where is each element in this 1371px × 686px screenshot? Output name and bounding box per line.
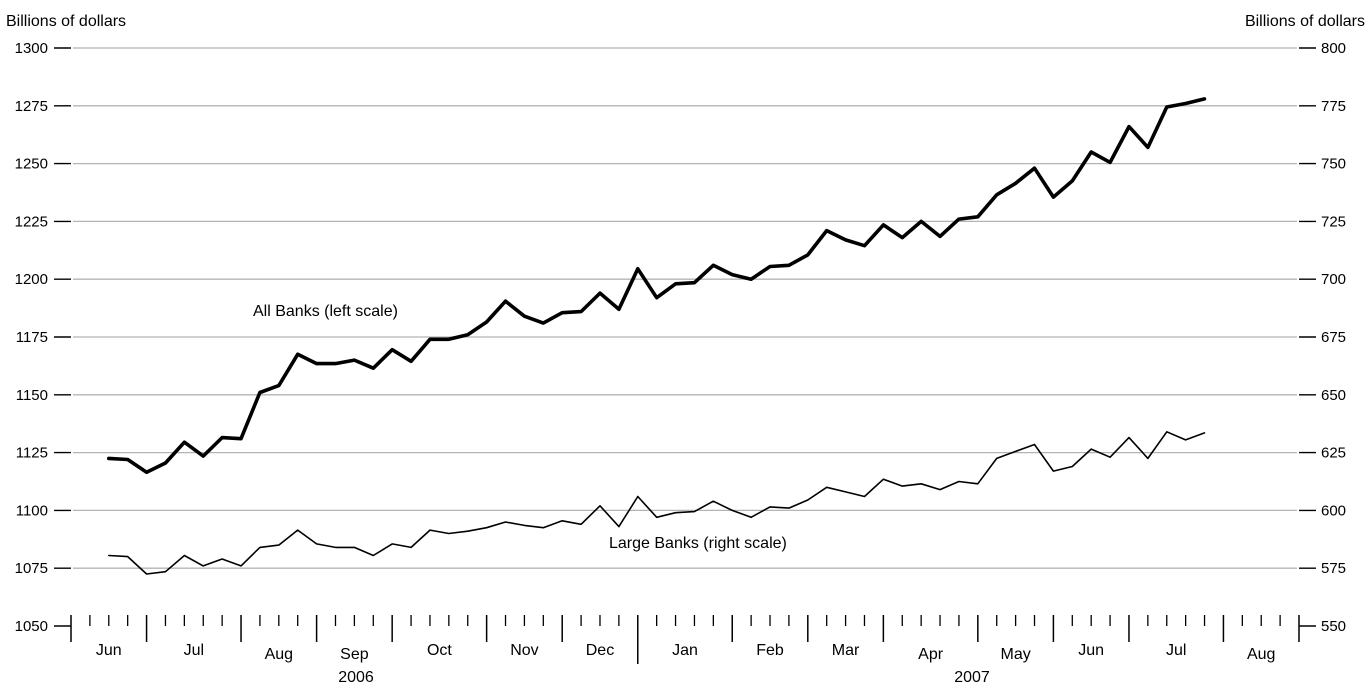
left-y-tick-label: 1150	[16, 387, 48, 404]
series-label-all-banks: All Banks (left scale)	[253, 303, 398, 320]
right-y-tick-label: 575	[1321, 560, 1346, 577]
left-y-tick-label: 1200	[15, 271, 48, 288]
x-month-label: Apr	[918, 646, 944, 663]
right-y-tick-label: 775	[1321, 98, 1346, 115]
right-y-tick-label: 675	[1321, 329, 1346, 346]
x-month-label: Jul	[1166, 642, 1186, 659]
right-y-tick-label: 750	[1321, 156, 1346, 173]
right-axis-title: Billions of dollars	[1245, 13, 1365, 30]
left-y-tick-label: 1075	[15, 560, 48, 577]
x-year-label: 2007	[954, 669, 990, 686]
series-label-large-banks: Large Banks (right scale)	[609, 535, 787, 552]
x-month-label: Jun	[1078, 642, 1104, 659]
series-line-all-banks	[107, 97, 1207, 475]
x-month-label: Feb	[756, 642, 784, 659]
left-y-tick-label: 1175	[16, 329, 48, 346]
x-month-label: Aug	[265, 646, 293, 663]
right-y-tick-label: 800	[1321, 40, 1346, 57]
left-axis-title: Billions of dollars	[6, 13, 126, 30]
right-y-tick-label: 650	[1321, 387, 1346, 404]
x-year-label: 2006	[338, 669, 374, 686]
x-month-label: Aug	[1247, 646, 1275, 663]
right-y-tick-label: 700	[1321, 271, 1346, 288]
right-y-tick-label: 725	[1321, 213, 1346, 230]
left-y-tick-label: 1050	[15, 618, 48, 635]
gridlines	[73, 47, 1297, 569]
series-lines	[107, 97, 1207, 575]
left-y-tick-label: 1300	[15, 40, 48, 57]
x-month-label: Mar	[832, 642, 860, 659]
axes: Billions of dollars Billions of dollars …	[6, 13, 1365, 686]
right-y-tick-label: 625	[1321, 445, 1346, 462]
x-month-label: Sep	[340, 646, 369, 663]
x-month-label: Jul	[184, 642, 204, 659]
x-month-label: Jun	[96, 642, 122, 659]
left-y-tick-label: 1250	[15, 156, 48, 173]
right-y-tick-label: 550	[1321, 618, 1346, 635]
series-labels: All Banks (left scale) Large Banks (righ…	[253, 303, 787, 552]
right-y-tick-label: 600	[1321, 502, 1346, 519]
left-y-tick-label: 1100	[16, 502, 48, 519]
x-month-label: Nov	[510, 642, 538, 659]
left-y-tick-label: 1125	[16, 445, 48, 462]
x-month-label: Dec	[586, 642, 614, 659]
x-month-label: Jan	[672, 642, 698, 659]
left-y-tick-label: 1275	[15, 98, 48, 115]
x-month-label: Oct	[427, 642, 452, 659]
series-line-large-banks	[108, 430, 1206, 575]
x-month-label: May	[1000, 646, 1030, 663]
left-y-tick-label: 1225	[15, 213, 48, 230]
